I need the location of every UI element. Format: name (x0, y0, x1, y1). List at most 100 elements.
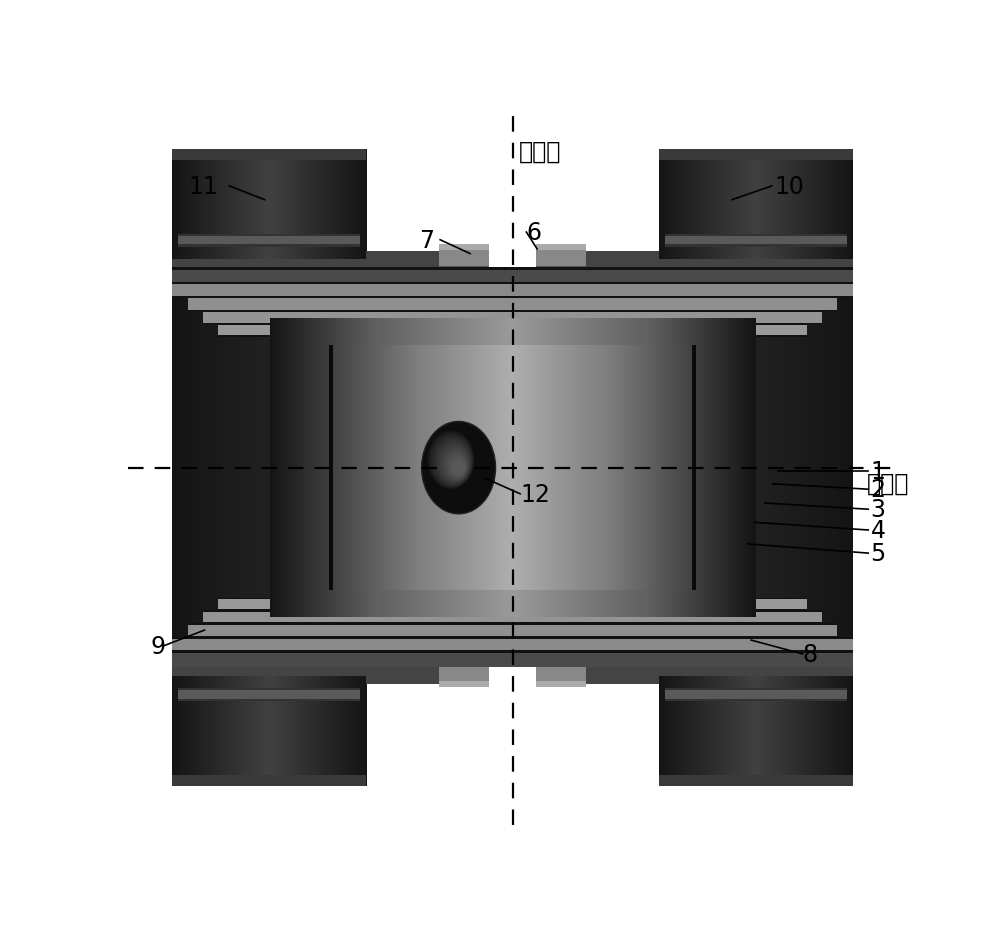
Bar (213, 149, 216, 269)
Bar (308, 269, 313, 667)
Ellipse shape (447, 453, 467, 479)
Bar (404, 346, 407, 590)
Bar (459, 319, 462, 617)
Bar (356, 667, 359, 787)
Bar (829, 149, 831, 269)
Bar (685, 346, 687, 590)
Bar (457, 269, 462, 667)
Bar (368, 346, 370, 590)
Bar (351, 346, 354, 590)
Bar (359, 346, 361, 590)
Bar (172, 667, 366, 677)
Bar (179, 149, 182, 269)
Bar (635, 319, 638, 617)
Bar (589, 269, 594, 667)
Bar (435, 319, 438, 617)
Bar (249, 269, 253, 667)
Bar (734, 149, 737, 269)
Bar (175, 667, 177, 787)
Bar (398, 269, 402, 667)
Bar (735, 319, 737, 617)
Bar (366, 346, 368, 590)
Bar (172, 297, 853, 298)
Bar (270, 319, 272, 617)
Bar (711, 319, 714, 617)
Bar (330, 667, 333, 787)
Bar (281, 319, 283, 617)
Bar (223, 149, 226, 269)
Bar (456, 319, 460, 617)
Bar (303, 319, 305, 617)
Bar (734, 269, 738, 667)
Bar (436, 269, 441, 667)
Bar (595, 319, 598, 617)
Bar (726, 319, 728, 617)
Bar (669, 149, 671, 269)
Bar (412, 346, 414, 590)
Bar (773, 149, 776, 269)
Bar (593, 346, 595, 590)
Bar (233, 149, 236, 269)
Bar (485, 346, 488, 590)
Bar (344, 667, 347, 787)
Bar (209, 667, 211, 787)
Bar (259, 149, 262, 269)
Bar (218, 599, 807, 611)
Bar (274, 269, 279, 667)
Bar (175, 149, 177, 269)
Bar (218, 324, 807, 325)
Ellipse shape (443, 449, 469, 481)
Bar (386, 346, 388, 590)
Bar (844, 269, 849, 667)
Bar (489, 209, 536, 269)
Bar (230, 149, 233, 269)
Bar (798, 269, 802, 667)
Bar (523, 319, 526, 617)
Bar (636, 269, 641, 667)
Bar (790, 667, 793, 787)
Bar (296, 149, 299, 269)
Bar (332, 319, 334, 617)
Ellipse shape (441, 447, 469, 482)
Bar (240, 149, 243, 269)
Bar (665, 689, 847, 701)
Bar (775, 149, 778, 269)
Bar (749, 149, 751, 269)
Bar (587, 319, 590, 617)
Bar (780, 149, 783, 269)
Bar (770, 667, 773, 787)
Bar (749, 667, 751, 787)
Bar (236, 269, 241, 667)
Bar (665, 235, 847, 248)
Text: 12: 12 (520, 482, 550, 506)
Bar (753, 667, 756, 787)
Bar (628, 346, 630, 590)
Bar (547, 269, 551, 667)
Bar (756, 667, 759, 787)
Bar (259, 667, 262, 787)
Bar (177, 149, 180, 269)
Bar (766, 149, 768, 269)
Bar (478, 319, 481, 617)
Bar (721, 269, 726, 667)
Bar (377, 346, 379, 590)
Bar (685, 667, 688, 787)
Bar (570, 346, 573, 590)
Bar (364, 346, 366, 590)
Bar (744, 319, 746, 617)
Bar (428, 346, 430, 590)
Bar (706, 319, 708, 617)
Bar (590, 346, 593, 590)
Bar (320, 667, 323, 787)
Bar (644, 346, 647, 590)
Bar (187, 667, 190, 787)
Bar (710, 149, 713, 269)
Bar (494, 319, 497, 617)
Bar (238, 149, 241, 269)
Bar (240, 269, 245, 667)
Bar (650, 319, 652, 617)
Bar (688, 346, 691, 590)
Bar (556, 346, 559, 590)
Bar (267, 149, 270, 269)
Bar (753, 149, 756, 269)
